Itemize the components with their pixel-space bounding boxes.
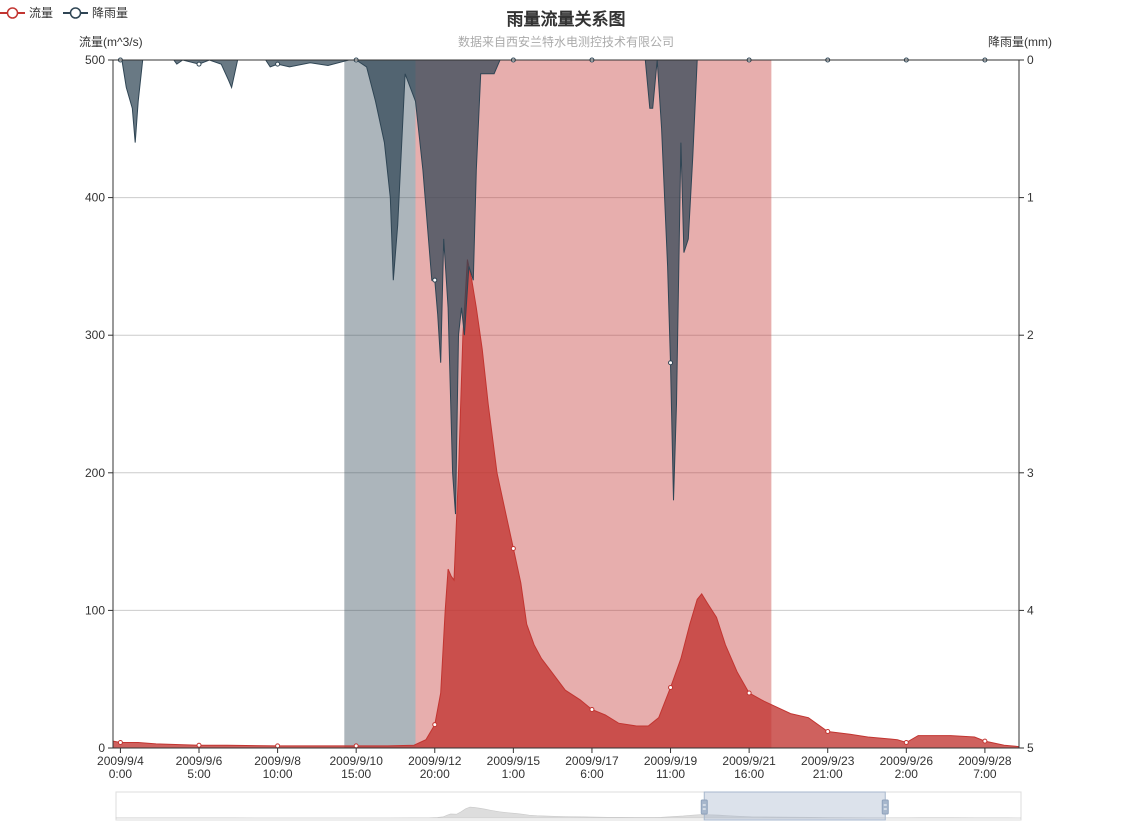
y-right-tick-label-1: 1 <box>1027 191 1034 205</box>
y-left-tick-label-4: 400 <box>85 191 105 205</box>
data-zoom-handle-end[interactable] <box>881 799 889 815</box>
flow-point-3 <box>353 743 359 749</box>
data-zoom-background <box>115 791 1022 821</box>
y-left-tick-label-1: 100 <box>85 603 105 617</box>
y-right-tick-label-0: 0 <box>1027 53 1034 67</box>
flow-point-5 <box>510 545 516 551</box>
flow-point-1 <box>196 742 202 748</box>
rainfall-point-2 <box>275 61 281 67</box>
chart-title: 雨量流量关系图 <box>506 10 626 29</box>
flow-line <box>112 259 1020 748</box>
flow-point-7 <box>668 684 674 690</box>
y-right-tick-label-4: 4 <box>1027 603 1034 617</box>
rainfall-point-4 <box>432 277 438 283</box>
x-tick-label-5: 2009/9/15 1:00 <box>487 754 541 781</box>
rainfall-point-1 <box>196 61 202 67</box>
flow-point-0 <box>117 739 123 745</box>
y-left-tick-label-2: 200 <box>85 466 105 480</box>
data-zoom-slider[interactable] <box>115 791 1022 821</box>
legend-rainfall-label: 降雨量 <box>92 6 129 20</box>
data-zoom-window[interactable] <box>703 791 886 821</box>
legend-item-flow[interactable]: 流量 <box>0 4 53 21</box>
y-right-tick-label-3: 3 <box>1027 466 1034 480</box>
flow-point-6 <box>589 706 595 712</box>
flow-point-9 <box>825 728 831 734</box>
x-tick-label-11: 2009/9/28 7:00 <box>958 754 1012 781</box>
legend-flow-symbol <box>0 6 25 19</box>
y-right-axis-name: 降雨量(mm) <box>988 35 1052 49</box>
x-tick-label-2: 2009/9/8 10:00 <box>254 754 301 781</box>
y-right-tick-label-5: 5 <box>1027 741 1034 755</box>
x-tick-label-8: 2009/9/21 16:00 <box>722 754 776 781</box>
y-left-tick-label-0: 0 <box>98 741 105 755</box>
rainfall-point-7 <box>668 360 674 366</box>
flow-point-2 <box>275 743 281 749</box>
x-tick-label-9: 2009/9/23 21:00 <box>801 754 855 781</box>
y-left-axis-name: 流量(m^3/s) <box>79 35 143 49</box>
x-tick-label-7: 2009/9/19 11:00 <box>644 754 698 781</box>
x-tick-label-10: 2009/9/26 2:00 <box>880 754 934 781</box>
x-tick-label-4: 2009/9/12 20:00 <box>408 754 462 781</box>
y-right-tick-label-2: 2 <box>1027 328 1034 342</box>
legend: 流量 降雨量 <box>0 4 138 21</box>
legend-item-rainfall[interactable]: 降雨量 <box>63 4 128 21</box>
chart-subtitle: 数据来自西安兰特水电测控技术有限公司 <box>457 35 674 49</box>
flow-point-11 <box>982 738 988 744</box>
flow-point-10 <box>903 739 909 745</box>
legend-flow-label: 流量 <box>29 6 54 20</box>
flow-point-4 <box>432 722 438 728</box>
flow-point-8 <box>746 690 752 696</box>
y-left-tick-label-5: 500 <box>85 53 105 67</box>
legend-rainfall-symbol <box>63 6 89 19</box>
y-left-tick-label-3: 300 <box>85 328 105 342</box>
x-tick-label-3: 2009/9/10 15:00 <box>329 754 383 781</box>
x-tick-label-0: 2009/9/4 0:00 <box>97 754 144 781</box>
data-zoom-handle-start[interactable] <box>700 799 708 815</box>
x-tick-label-1: 2009/9/6 5:00 <box>176 754 223 781</box>
data-zoom-preview <box>115 806 1022 819</box>
mark-area-rainfall <box>344 60 416 748</box>
x-tick-label-6: 2009/9/17 6:00 <box>565 754 619 781</box>
